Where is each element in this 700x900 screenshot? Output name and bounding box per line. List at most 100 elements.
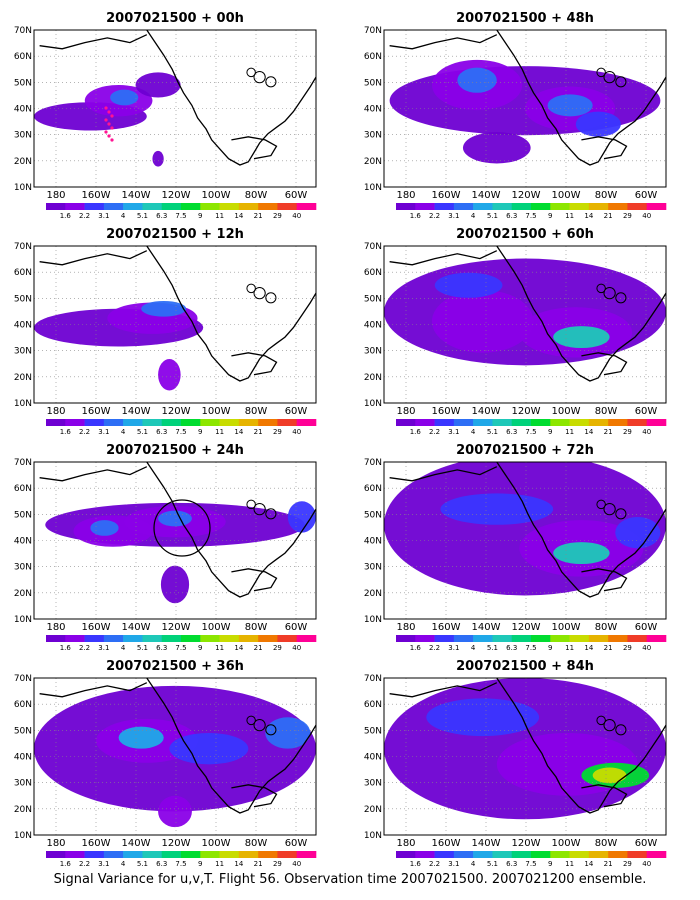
colorbar-swatch — [492, 851, 513, 858]
colorbar-label: 14 — [234, 860, 243, 868]
panel-title: 2007021500 + 84h — [456, 659, 594, 674]
colorbar-label: 7.5 — [175, 212, 186, 220]
colorbar-label: 11 — [215, 428, 224, 436]
panel-title: 2007021500 + 00h — [106, 11, 244, 26]
colorbar-label: 5.1 — [487, 860, 498, 868]
longitude-label: 140W — [472, 622, 501, 633]
lake-outline — [603, 718, 616, 732]
lake-outline — [246, 283, 256, 294]
longitude-label: 100W — [552, 406, 581, 417]
lake-outline — [265, 508, 277, 520]
latitude-label: 40N — [364, 753, 382, 763]
longitude-label: 100W — [552, 190, 581, 201]
flight-track-point — [107, 134, 111, 138]
colorbar-swatch — [492, 635, 513, 642]
panel-title: 2007021500 + 24h — [106, 443, 244, 458]
coastline — [496, 246, 666, 382]
colorbar-swatch — [588, 851, 609, 858]
colorbar-swatch — [258, 419, 278, 426]
colorbar-swatch — [453, 203, 474, 210]
variance-contour — [426, 698, 540, 737]
lake-outline — [253, 502, 266, 516]
colorbar-swatch — [142, 635, 163, 642]
colorbar-label: 29 — [623, 212, 632, 220]
colorbar-label: 7.5 — [175, 860, 186, 868]
colorbar-swatch — [531, 419, 551, 426]
longitude-label: 180 — [396, 190, 415, 201]
lake-outline — [265, 76, 277, 88]
latitude-label: 10N — [14, 183, 32, 193]
longitude-label: 120W — [512, 190, 541, 201]
colorbar-swatch — [569, 635, 590, 642]
colorbar-swatch — [627, 419, 648, 426]
colorbar-swatch — [492, 203, 513, 210]
colorbar-label: 21 — [254, 860, 263, 868]
forecast-panel: 2007021500 + 00h 70N 60N 50N 40N 30N 20N 10N 180… — [14, 11, 317, 220]
colorbar-label: 4 — [121, 428, 126, 436]
variance-contour — [160, 565, 190, 604]
latitude-label: 60N — [364, 52, 382, 62]
colorbar-label: 4 — [471, 428, 476, 436]
colorbar-label: 11 — [565, 644, 574, 652]
latitude-label: 30N — [364, 347, 382, 357]
longitude-label: 180 — [46, 190, 65, 201]
lake-outline — [596, 715, 606, 726]
latitude-label: 60N — [364, 268, 382, 278]
latitude-label: 20N — [364, 589, 382, 599]
colorbar-label: 9 — [198, 212, 202, 220]
latitude-label: 50N — [364, 726, 382, 736]
colorbar-swatch — [200, 635, 220, 642]
colorbar-swatch — [219, 635, 240, 642]
colorbar-label: 29 — [273, 212, 282, 220]
latitude-label: 50N — [364, 78, 382, 88]
colorbar-swatch — [277, 203, 298, 210]
longitude-label: 120W — [162, 622, 191, 633]
longitude-label: 60W — [635, 622, 658, 633]
latitude-label: 40N — [14, 105, 32, 115]
colorbar-label: 6.3 — [156, 428, 167, 436]
colorbar-label: 1.6 — [60, 644, 72, 652]
lake-outline — [253, 70, 266, 84]
coastline — [146, 678, 316, 814]
colorbar-label: 3.1 — [448, 428, 459, 436]
map-frame — [33, 677, 317, 836]
colorbar-swatch — [103, 851, 124, 858]
longitude-label: 60W — [285, 406, 308, 417]
colorbar-label: 6.3 — [506, 212, 517, 220]
latitude-label: 40N — [364, 321, 382, 331]
colorbar-swatch — [103, 419, 124, 426]
colorbar-label: 7.5 — [525, 860, 536, 868]
variance-contour — [152, 150, 164, 167]
colorbar-label: 4 — [471, 860, 476, 868]
coastline — [389, 250, 498, 266]
colorbar-swatch — [473, 203, 493, 210]
colorbar-swatch — [123, 203, 143, 210]
longitude-label: 180 — [396, 622, 415, 633]
colorbar-label: 21 — [604, 428, 613, 436]
colorbar-swatch — [238, 635, 259, 642]
colorbar-label: 6.3 — [156, 212, 167, 220]
colorbar-swatch — [646, 419, 667, 426]
colorbar-swatch — [258, 203, 278, 210]
colorbar-label: 5.1 — [487, 644, 498, 652]
latitude-label: 60N — [364, 484, 382, 494]
colorbar-label: 5.1 — [137, 860, 148, 868]
colorbar-label: 6.3 — [506, 860, 517, 868]
colorbar-swatch — [161, 419, 182, 426]
colorbar-label: 7.5 — [525, 428, 536, 436]
longitude-label: 80W — [245, 622, 268, 633]
variance-contour — [158, 359, 181, 391]
forecast-panel: 2007021500 + 12h 70N 60N 50N 40N 30N 20N 10N 180… — [14, 227, 317, 436]
colorbar-swatch — [646, 635, 667, 642]
latitude-label: 70N — [364, 458, 382, 468]
coastline — [146, 246, 316, 382]
colorbar-swatch — [511, 635, 532, 642]
longitude-label: 140W — [472, 190, 501, 201]
colorbar-swatch — [161, 203, 182, 210]
latitude-label: 20N — [14, 373, 32, 383]
colorbar-swatch — [550, 635, 570, 642]
map-frame — [33, 461, 317, 620]
longitude-label: 120W — [162, 838, 191, 849]
coastline — [231, 352, 278, 376]
colorbar-label: 40 — [292, 860, 301, 868]
